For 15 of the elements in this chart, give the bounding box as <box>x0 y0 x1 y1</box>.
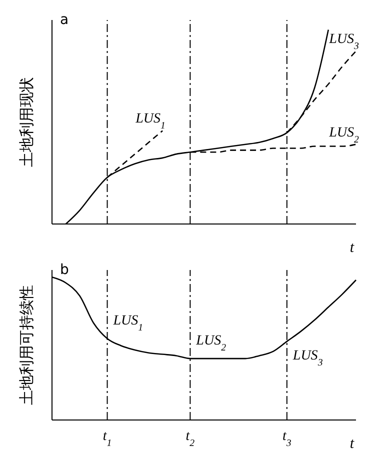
x-axis-title: t <box>350 436 355 452</box>
x-axis-title: t <box>350 240 355 256</box>
x-tick-label: t$_{1}$ <box>102 429 112 448</box>
chart-title: a <box>60 12 69 28</box>
annotation: LUS$_{2}$ <box>195 334 226 354</box>
x-tick-label: t$_{2}$ <box>186 429 195 448</box>
series-label: LUS$_{2}$ <box>328 125 359 145</box>
annotation: LUS$_{1}$ <box>112 314 144 334</box>
y-axis-title: 土地利用现状 <box>17 77 36 167</box>
series-label: LUS$_{3}$ <box>328 32 359 52</box>
y-axis-title: 土地利用可持续性 <box>17 285 36 405</box>
series-label: LUS$_{1}$ <box>134 112 166 132</box>
chart-title: b <box>60 262 69 278</box>
annotation: LUS$_{3}$ <box>292 348 323 368</box>
x-tick-label: t$_{3}$ <box>282 429 292 448</box>
